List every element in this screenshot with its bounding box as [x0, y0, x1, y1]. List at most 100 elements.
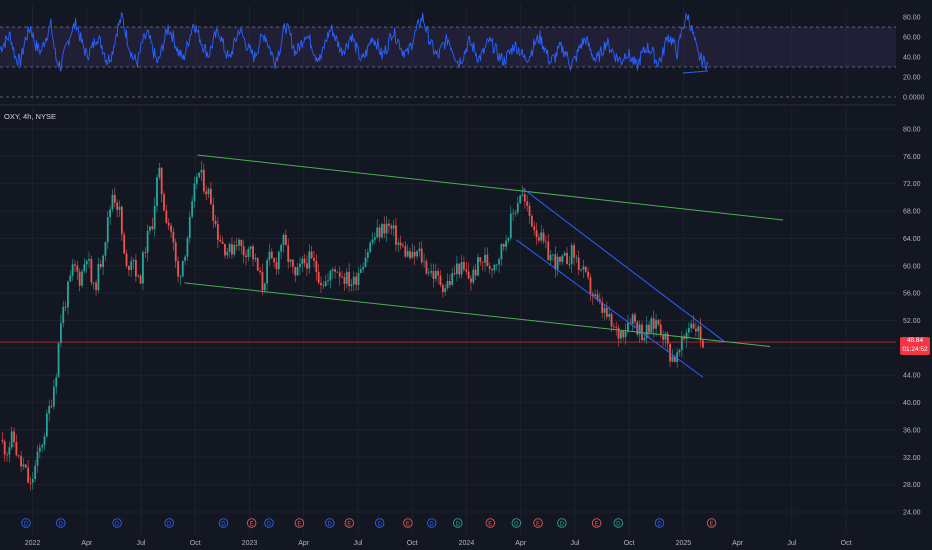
candle-body	[287, 245, 290, 262]
candle-body	[256, 258, 259, 271]
candle-body	[130, 261, 133, 270]
event-marker-label: D	[377, 522, 382, 528]
price-panel[interactable]	[0, 161, 896, 491]
candle-body	[238, 239, 240, 246]
candle-body	[217, 224, 219, 241]
candle-body	[467, 271, 470, 279]
candle-body	[315, 260, 318, 273]
x-tick-label: Oct	[624, 540, 635, 547]
rsi-divergence-line	[682, 70, 709, 74]
candle-body	[612, 326, 615, 328]
candle-body	[83, 264, 86, 272]
rsi-tick-label: 0.0000	[903, 95, 925, 102]
candle-body	[268, 251, 271, 261]
candle-body	[13, 431, 15, 442]
candle-body	[52, 386, 55, 407]
candle-body	[598, 299, 601, 302]
trendline-drawings[interactable]	[184, 154, 784, 378]
candle-body	[664, 333, 667, 340]
y-tick-label: 52.00	[903, 318, 921, 325]
candle-body	[507, 237, 510, 241]
candle-body	[263, 283, 266, 291]
candle-body	[472, 269, 475, 283]
candle-body	[43, 436, 46, 446]
candle-body	[245, 255, 247, 258]
candle-body	[556, 256, 559, 270]
event-marker-icon	[55, 518, 66, 528]
candle-body	[455, 263, 458, 274]
candle-body	[97, 263, 100, 291]
candle-body	[177, 260, 179, 277]
candle-body	[231, 244, 233, 255]
candle-body	[334, 269, 336, 272]
event-marker-label: E	[595, 522, 599, 528]
x-tick-label: 2025	[676, 540, 692, 547]
rsi-tick-label: 20.00	[903, 75, 921, 82]
candle-body	[491, 268, 493, 271]
candle-body	[181, 260, 184, 277]
event-marker-label: D	[267, 522, 272, 528]
candle-body	[495, 264, 498, 266]
candle-body	[446, 281, 449, 289]
candle-body	[432, 271, 435, 279]
candle-body	[655, 320, 657, 329]
candle-body	[277, 251, 280, 270]
rsi-panel[interactable]	[0, 11, 896, 98]
blue-channel-lower	[516, 239, 704, 378]
y-tick-label: 72.00	[903, 181, 921, 188]
candle-body	[85, 260, 88, 265]
event-marker-icon	[21, 518, 31, 528]
candle-body	[29, 482, 32, 484]
candle-body	[191, 201, 194, 217]
candle-body	[627, 322, 629, 332]
candle-body	[144, 252, 147, 254]
candle-body	[591, 293, 594, 297]
candle-body	[678, 349, 681, 353]
candle-body	[413, 251, 416, 257]
symbol-title: OXY, 4h, NYSE	[4, 112, 56, 121]
candle-body	[280, 245, 283, 252]
candle-body	[158, 167, 161, 178]
event-marker-label: E	[488, 522, 492, 528]
candle-body	[631, 314, 634, 324]
candle-body	[460, 262, 463, 275]
rsi-band	[0, 27, 896, 67]
candle-body	[673, 356, 676, 363]
candle-body	[284, 234, 287, 246]
candle-body	[430, 271, 433, 273]
candle-body	[373, 237, 376, 240]
candle-body	[252, 246, 254, 260]
candle-body	[666, 333, 669, 344]
candle-body	[92, 282, 95, 284]
y-tick-label: 68.00	[903, 209, 921, 216]
candle-body	[1, 440, 4, 442]
candle-body	[563, 252, 566, 256]
event-marker-label: D	[221, 522, 226, 528]
candle-body	[299, 263, 301, 268]
candle-body	[301, 258, 304, 264]
candle-body	[636, 321, 639, 335]
candle-body	[582, 266, 585, 270]
candle-body	[505, 240, 507, 247]
y-tick-label: 44.00	[903, 373, 921, 380]
candle-body	[320, 282, 322, 286]
candle-body	[526, 201, 529, 206]
candle-body	[509, 213, 512, 238]
candle-body	[366, 252, 369, 258]
candle-body	[547, 241, 550, 261]
candle-body	[174, 242, 177, 261]
candle-body	[584, 266, 587, 272]
candle-body	[120, 206, 123, 235]
candle-body	[596, 294, 599, 300]
candle-body	[20, 455, 22, 467]
candle-body	[116, 202, 119, 210]
candle-body	[575, 257, 578, 259]
candle-body	[542, 232, 545, 242]
rsi-tick-label: 60.00	[903, 35, 921, 42]
event-marker-icon	[112, 518, 122, 528]
candle-body	[88, 258, 90, 261]
candle-body	[643, 338, 646, 341]
y-tick-label: 40.00	[903, 400, 921, 407]
